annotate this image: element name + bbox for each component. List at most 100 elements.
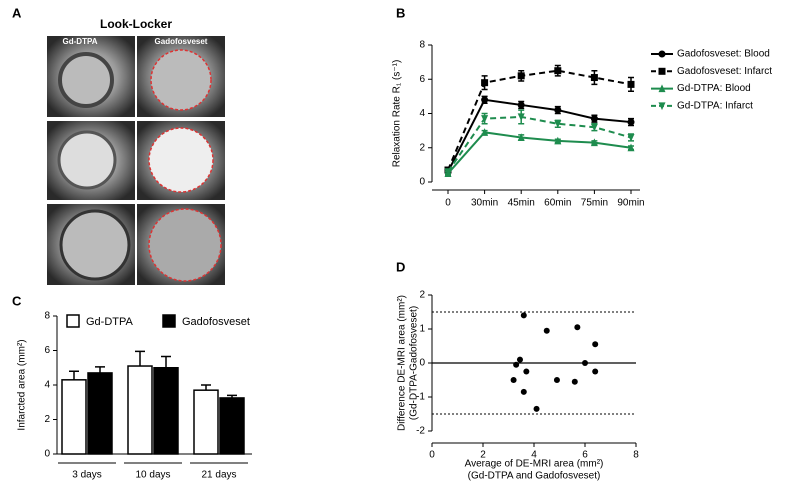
panel-title: Look-Locker bbox=[100, 17, 172, 31]
x-tick-label: 0 bbox=[429, 450, 435, 461]
marker bbox=[554, 106, 562, 114]
marker bbox=[590, 138, 598, 147]
point bbox=[574, 324, 581, 331]
panel-label: D bbox=[396, 259, 405, 274]
y-tick-label: 0 bbox=[419, 177, 425, 188]
y-tick-label: 4 bbox=[44, 380, 50, 391]
error-bar bbox=[95, 366, 105, 373]
marker bbox=[554, 136, 562, 145]
marker bbox=[554, 120, 562, 128]
y-tick-label: 2 bbox=[419, 290, 425, 301]
marker bbox=[444, 168, 452, 176]
marker bbox=[481, 128, 489, 136]
y-tick-label: 0 bbox=[419, 358, 425, 369]
y-tick-label: 4 bbox=[419, 108, 425, 119]
error-bar bbox=[69, 370, 79, 380]
legend-label: Gadofosveset bbox=[182, 316, 250, 328]
y-tick-label: 0 bbox=[44, 449, 50, 460]
legend-label: Gd-DTPA: Infarct bbox=[677, 101, 753, 112]
marker bbox=[627, 133, 635, 142]
error-bar bbox=[161, 355, 171, 368]
marker bbox=[481, 79, 489, 87]
marker bbox=[627, 143, 635, 152]
marker bbox=[517, 133, 525, 141]
y-tick-label: -1 bbox=[416, 392, 425, 403]
point bbox=[520, 388, 527, 395]
marker bbox=[658, 50, 666, 58]
marker bbox=[554, 67, 562, 75]
y-axis-label: Infarcted area (mm²) bbox=[17, 339, 28, 430]
y-tick-label: 8 bbox=[419, 40, 425, 51]
bar bbox=[193, 389, 219, 455]
x-tick-label: 6 bbox=[582, 450, 588, 461]
x-tick-label: 75min bbox=[581, 198, 608, 209]
legend-label: Gd-DTPA: Blood bbox=[677, 83, 751, 94]
y-tick-label: 8 bbox=[44, 311, 50, 322]
error-bar bbox=[135, 350, 145, 367]
y-tick-label: 6 bbox=[44, 345, 50, 356]
column-label: Gd-DTPA bbox=[63, 37, 98, 46]
x-tick-label: 60min bbox=[544, 198, 571, 209]
mri-grid bbox=[47, 36, 225, 285]
x-tick-label: 0 bbox=[445, 198, 451, 209]
column-label: Gadofosveset bbox=[155, 37, 208, 46]
y-tick-label: -2 bbox=[416, 426, 425, 437]
legend-label: Gadofosveset: Blood bbox=[677, 49, 770, 60]
point bbox=[513, 361, 520, 368]
marker bbox=[658, 67, 666, 75]
y-tick-label: 2 bbox=[44, 414, 50, 425]
marker bbox=[517, 101, 525, 109]
y-axis-label: Relaxation Rate R₁ (s⁻¹) bbox=[392, 60, 403, 168]
marker bbox=[627, 80, 635, 88]
series-line bbox=[447, 98, 632, 173]
heart bbox=[148, 208, 222, 282]
marker bbox=[590, 115, 598, 123]
error-bar bbox=[201, 384, 211, 391]
marker bbox=[590, 123, 598, 132]
y-tick-label: 2 bbox=[419, 142, 425, 153]
point bbox=[592, 368, 599, 375]
bar bbox=[61, 379, 87, 455]
heart bbox=[57, 130, 117, 190]
heart bbox=[59, 209, 131, 281]
x-tick-label: 21 days bbox=[201, 470, 236, 481]
y-tick-label: 1 bbox=[419, 324, 425, 335]
point bbox=[571, 378, 578, 385]
bar bbox=[127, 365, 153, 455]
marker bbox=[481, 115, 489, 123]
x-tick-label: 10 days bbox=[135, 470, 170, 481]
x-tick-label: 4 bbox=[531, 450, 537, 461]
panel-label: A bbox=[12, 5, 22, 20]
point bbox=[582, 360, 588, 366]
panel-label: B bbox=[396, 5, 405, 20]
x-tick-label: 45min bbox=[508, 198, 535, 209]
panel-label: C bbox=[12, 293, 22, 308]
point bbox=[520, 312, 527, 319]
marker bbox=[627, 118, 635, 126]
marker bbox=[590, 74, 598, 82]
x-axis-label: (Gd-DTPA and Gadofosveset) bbox=[468, 471, 601, 482]
series-line bbox=[447, 69, 632, 171]
x-tick-label: 90min bbox=[617, 198, 644, 209]
point bbox=[516, 356, 523, 363]
bar bbox=[87, 372, 113, 455]
marker bbox=[658, 102, 666, 111]
legend-swatch bbox=[66, 314, 80, 328]
legend-swatch bbox=[162, 314, 176, 328]
y-tick-label: 6 bbox=[419, 74, 425, 85]
heart bbox=[148, 127, 214, 193]
marker bbox=[658, 84, 666, 93]
point bbox=[553, 377, 560, 383]
y-axis-label: (Gd-DTPA-Gadofosveset) bbox=[409, 306, 420, 420]
heart bbox=[58, 52, 114, 108]
marker bbox=[481, 96, 489, 104]
x-tick-label: 3 days bbox=[72, 470, 101, 481]
point bbox=[523, 368, 530, 375]
point bbox=[592, 341, 599, 348]
point bbox=[510, 377, 517, 383]
x-axis-label: Average of DE-MRI area (mm²) bbox=[465, 459, 604, 470]
x-tick-label: 30min bbox=[471, 198, 498, 209]
series-line bbox=[447, 115, 632, 173]
bar bbox=[219, 397, 245, 455]
